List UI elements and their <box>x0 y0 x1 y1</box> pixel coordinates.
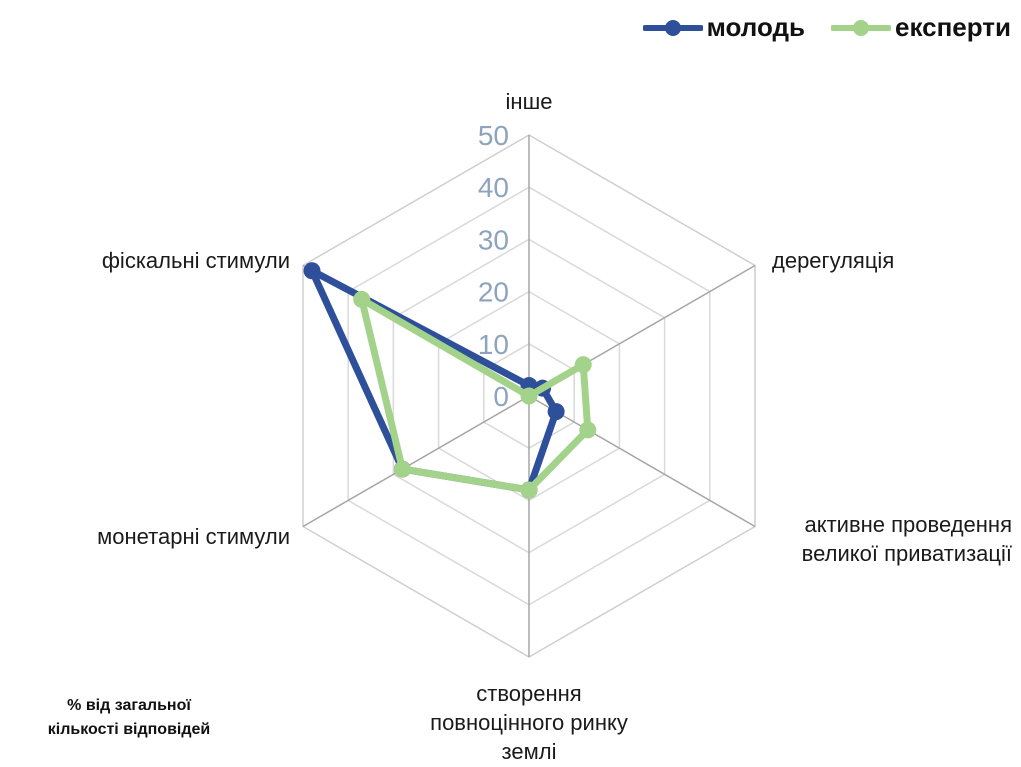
r-tick-label: 20 <box>478 277 509 308</box>
category-label: створення повноцінного ринку землі <box>430 681 628 764</box>
r-tick-label: 0 <box>493 381 509 412</box>
data-point <box>393 460 411 478</box>
legend-item-youth: молодь <box>642 12 805 43</box>
data-point <box>579 421 597 439</box>
data-point <box>574 356 592 374</box>
footnote: % від загальної кількості відповідей <box>14 694 244 742</box>
footnote-line-1: % від загальної <box>67 697 191 714</box>
data-point <box>303 262 321 280</box>
r-tick-label: 10 <box>478 329 509 360</box>
series-experts <box>353 290 597 499</box>
category-label: активне проведення великої приватизації <box>802 512 1012 566</box>
legend-label-youth: молодь <box>706 12 805 42</box>
category-label: монетарні стимули <box>97 524 290 549</box>
legend-marker-experts <box>830 19 891 36</box>
series-group <box>303 262 597 499</box>
category-label: фіскальні стимули <box>102 248 290 273</box>
data-point <box>353 290 371 308</box>
radial-tick-labels: 0 10 20 30 40 50 <box>478 120 509 412</box>
r-tick-label: 40 <box>478 172 509 203</box>
data-point <box>547 403 565 421</box>
legend-item-experts: експерти <box>830 12 1011 43</box>
data-point <box>520 387 538 405</box>
legend: молодь експерти <box>642 12 1011 43</box>
category-labels: інше дерегуляція активне проведення великої… <box>97 89 1012 764</box>
r-tick-label: 30 <box>478 224 509 255</box>
category-label: дерегуляція <box>772 248 894 273</box>
r-tick-label: 50 <box>478 120 509 151</box>
axis-spoke <box>528 395 756 528</box>
data-point <box>520 481 538 499</box>
axis-spoke <box>302 395 530 528</box>
footnote-line-2: кількості відповідей <box>47 721 211 738</box>
category-label: інше <box>506 89 553 114</box>
legend-label-experts: експерти <box>894 12 1011 42</box>
legend-marker-youth <box>642 19 703 36</box>
series-youth <box>303 262 565 499</box>
